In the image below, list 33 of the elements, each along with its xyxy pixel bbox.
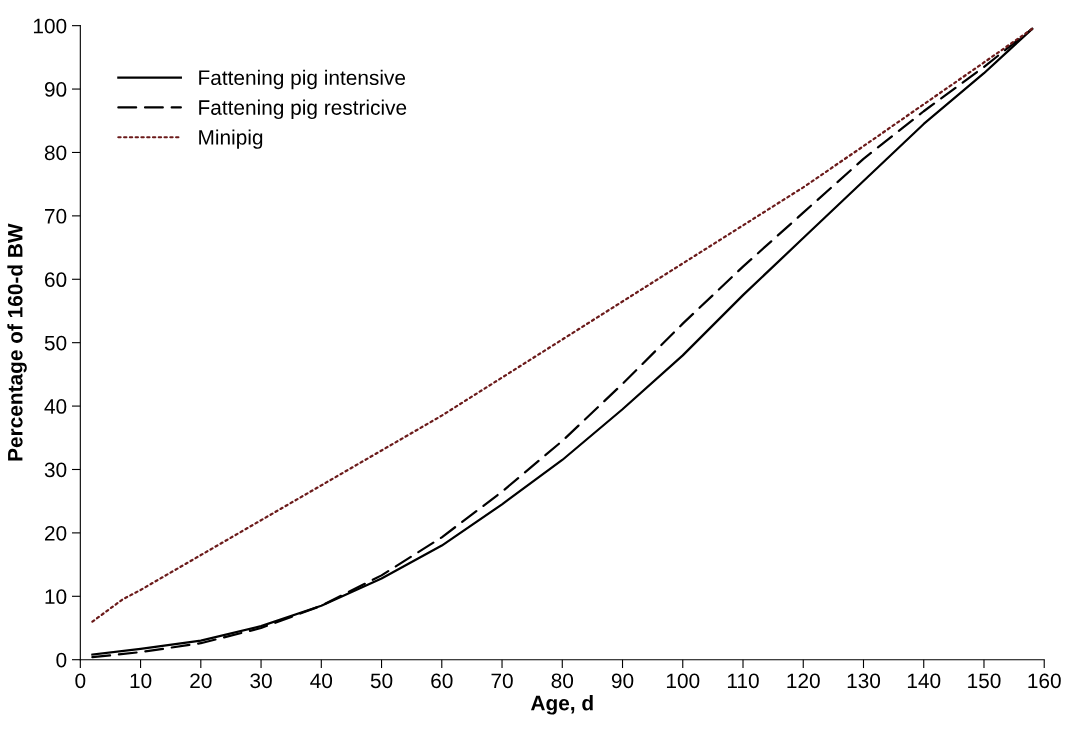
x-tick-label: 90 [611,673,634,689]
y-tick-label: 90 [44,82,67,97]
y-tick-label: 70 [45,208,67,224]
x-tick-label: 100 [666,673,700,689]
x-tick-label: 40 [310,673,333,689]
x-tick-label: 10 [130,673,152,689]
x-tick-label: 140 [907,673,941,689]
y-tick-label: 100 [33,18,67,34]
y-tick-label: 50 [44,335,67,351]
x-tick-label: 160 [1028,673,1061,689]
x-tick-label: 0 [75,673,86,689]
legend-label: Fattening pig intensive [199,69,406,90]
x-axis-title: Age, d [530,695,593,715]
x-tick-label: 20 [190,673,212,689]
x-tick-label: 130 [847,673,881,689]
y-tick-label: 80 [44,145,67,161]
x-tick-label: 150 [968,673,1001,689]
x-tick-label: 80 [551,673,574,689]
x-tick-label: 110 [727,673,759,689]
y-tick-label: 30 [44,462,67,478]
legend-label: Fattening pig restricive [199,99,407,120]
y-axis-title: Percentage of 160-d BW [7,223,27,461]
y-tick-label: 0 [56,652,67,668]
x-tick-label: 70 [491,673,513,689]
legend-label: Minipig [199,129,263,149]
y-tick-label: 20 [45,525,67,541]
x-tick-label: 50 [370,673,393,689]
x-tick-label: 120 [787,673,820,689]
y-tick-label: 60 [45,272,67,288]
x-tick-label: 60 [431,673,453,689]
y-tick-label: 10 [45,589,67,605]
x-tick-label: 30 [250,673,272,689]
y-tick-label: 40 [44,399,67,414]
